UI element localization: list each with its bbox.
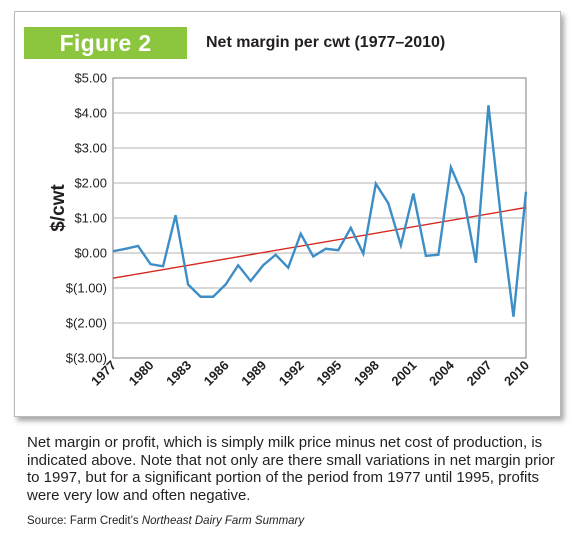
series-line — [112, 105, 528, 317]
figure-source: Source: Farm Credit’s Northeast Dairy Fa… — [27, 514, 304, 528]
x-tick-label: 2007 — [464, 358, 495, 389]
x-tick-label: 1995 — [313, 358, 344, 389]
figure-label-badge: Figure 2 — [24, 27, 187, 59]
source-prefix: Source: Farm Credit’s — [27, 515, 142, 527]
y-axis-label: $/cwt — [48, 184, 69, 232]
x-tick-label: 1986 — [201, 358, 232, 389]
y-tick-label: $(3.00) — [66, 351, 107, 366]
x-tick-label: 2001 — [388, 358, 419, 389]
figure-caption: Net margin or profit, which is simply mi… — [27, 434, 555, 504]
y-tick-label: $3.00 — [74, 141, 107, 156]
y-tick-label: $(1.00) — [66, 281, 107, 296]
y-tick-label: $4.00 — [74, 106, 107, 121]
x-tick-label: 1989 — [238, 358, 269, 389]
x-tick-label: 2010 — [501, 358, 532, 389]
data-series — [112, 105, 528, 317]
x-tick-label: 1980 — [126, 358, 157, 389]
x-tick-label: 1983 — [163, 358, 194, 389]
y-tick-label: $1.00 — [74, 211, 107, 226]
y-tick-label: $2.00 — [74, 176, 107, 191]
line-chart: $5.00 $4.00 $3.00 $2.00 $1.00 $0.00 $(1.00) $(2… — [48, 71, 532, 389]
trend-line — [112, 206, 527, 279]
figure-title: Net margin per cwt (1977–2010) — [206, 34, 446, 51]
x-tick-label: 2004 — [426, 357, 458, 389]
x-tick-label: 1998 — [351, 358, 382, 389]
y-tick-label: $0.00 — [74, 246, 107, 261]
y-tick-label: $5.00 — [74, 71, 107, 86]
y-tick-label: $(2.00) — [66, 316, 107, 331]
x-tick-label: 1992 — [276, 358, 307, 389]
y-tick-labels: $5.00 $4.00 $3.00 $2.00 $1.00 $0.00 $(1.00) $(2… — [66, 71, 107, 366]
source-title: Northeast Dairy Farm Summary — [141, 515, 305, 527]
x-tick-labels: 1977 1980 1983 1986 1989 1992 1995 1998 2001 2004… — [88, 357, 532, 389]
gridlines — [113, 112, 526, 324]
